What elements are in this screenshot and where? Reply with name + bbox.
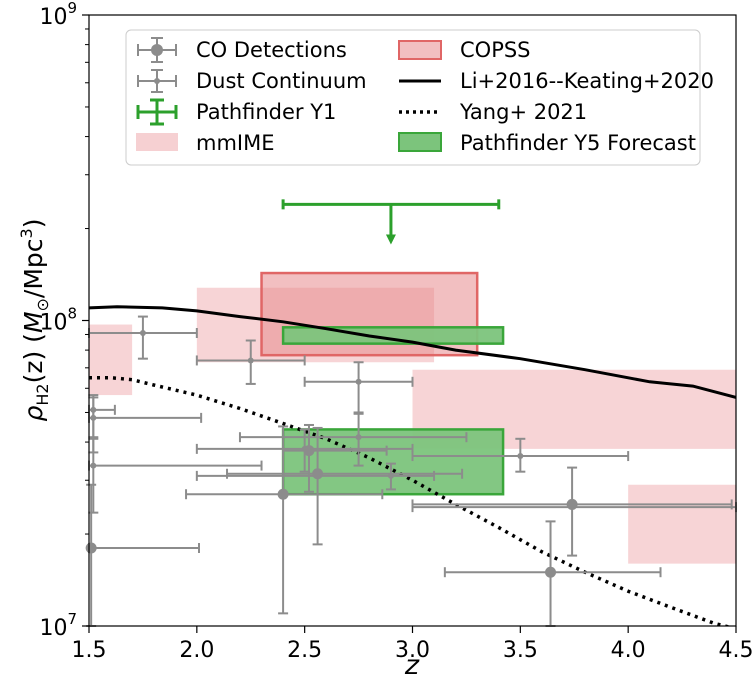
legend-label-copss: COPSS xyxy=(460,38,531,62)
x-tick-label-3: 3.0 xyxy=(395,638,430,663)
x-tick-label-1: 2.0 xyxy=(179,638,214,663)
mmime-box-0 xyxy=(89,324,133,396)
points-layer xyxy=(85,199,737,627)
dust-point-9 xyxy=(411,437,630,473)
co-point-3 xyxy=(226,426,464,546)
pathfinder-y1-limit xyxy=(281,199,501,245)
legend-pathfinder-y1: Pathfinder Y1 xyxy=(136,98,336,126)
legend-yang: Yang+ 2021 xyxy=(399,100,587,124)
x-tick-label-2: 2.5 xyxy=(287,638,322,663)
legend-label-yang: Yang+ 2021 xyxy=(459,100,587,124)
legend-frame xyxy=(125,29,701,166)
x-tick-label-0: 1.5 xyxy=(72,638,107,663)
legend-forecast-swatch xyxy=(398,132,442,152)
axes-layer: 1.5 2.0 2.5 3.0 3.5 4.0 4.5 107 108 109 xyxy=(39,0,753,663)
x-tick-label-5: 4.0 xyxy=(611,638,646,663)
legend-forecast: Pathfinder Y5 Forecast xyxy=(398,131,696,155)
co-point-2 xyxy=(282,423,388,493)
co-point-1-marker xyxy=(277,488,289,500)
legend-co-detections: CO Detections xyxy=(137,37,347,63)
dust-point-7-marker xyxy=(355,434,362,441)
dust-point-3-marker xyxy=(90,406,97,413)
legend-label-forecast: Pathfinder Y5 Forecast xyxy=(460,131,696,155)
yang-line xyxy=(89,375,733,626)
legend-li-keating: Li+2016--Keating+2020 xyxy=(399,69,714,93)
pathfinder-y1-arrow-head xyxy=(385,234,396,245)
x-tick-label-6: 4.5 xyxy=(719,638,754,663)
box-layer xyxy=(89,271,736,564)
legend-mmime: mmIME xyxy=(136,131,275,155)
dust-point-1 xyxy=(88,396,203,454)
y-tick-label-0: 107 xyxy=(39,610,77,641)
legend-label-co-detections: CO Detections xyxy=(196,38,347,62)
legend-label-dust-continuum: Dust Continuum xyxy=(196,69,367,93)
dust-point-5 xyxy=(303,361,414,414)
legend: CO Detections Dust Continuum Pathfinder … xyxy=(125,29,714,166)
legend-copss-swatch xyxy=(398,40,442,60)
forecast-box-0 xyxy=(281,326,505,345)
co-point-2-marker xyxy=(303,445,315,457)
x-tick-label-4: 3.5 xyxy=(503,638,538,663)
li-keating-line xyxy=(89,305,736,399)
legend-mmime-swatch xyxy=(136,133,178,151)
legend-label-li-keating: Li+2016--Keating+2020 xyxy=(460,69,714,93)
dust-point-4 xyxy=(195,339,306,385)
y-axis-label: ρH2(z) (M⊙/Mpc3) xyxy=(17,219,52,422)
dust-point-2-marker xyxy=(90,462,97,469)
co-point-3-marker xyxy=(312,468,324,480)
dust-point-5-marker xyxy=(355,378,362,385)
mmime-box-3 xyxy=(628,484,736,564)
dust-point-0-marker xyxy=(139,330,146,337)
dust-point-4-marker xyxy=(247,357,254,364)
legend-dust-continuum: Dust Continuum xyxy=(137,69,367,93)
co-point-0-marker xyxy=(85,542,97,554)
legend-dust-marker xyxy=(154,78,160,84)
legend-label-mmime: mmIME xyxy=(196,131,275,155)
y-tick-label-1: 108 xyxy=(39,305,77,336)
x-axis-label: z xyxy=(404,650,420,680)
co-point-4-marker xyxy=(545,566,557,578)
co-point-5 xyxy=(411,466,733,557)
co-point-0 xyxy=(85,483,200,627)
legend-label-pathfinder-y1: Pathfinder Y1 xyxy=(196,100,336,124)
model-lines-layer xyxy=(89,305,736,626)
co-point-5-marker xyxy=(566,498,578,510)
legend-co-marker xyxy=(151,44,163,56)
y-tick-label-2: 109 xyxy=(39,0,77,30)
dust-point-9-marker xyxy=(517,453,524,460)
legend-copss: COPSS xyxy=(398,38,531,62)
co-point-1 xyxy=(185,425,384,615)
dust-point-7 xyxy=(238,412,468,467)
forecast-box-1 xyxy=(281,428,505,496)
